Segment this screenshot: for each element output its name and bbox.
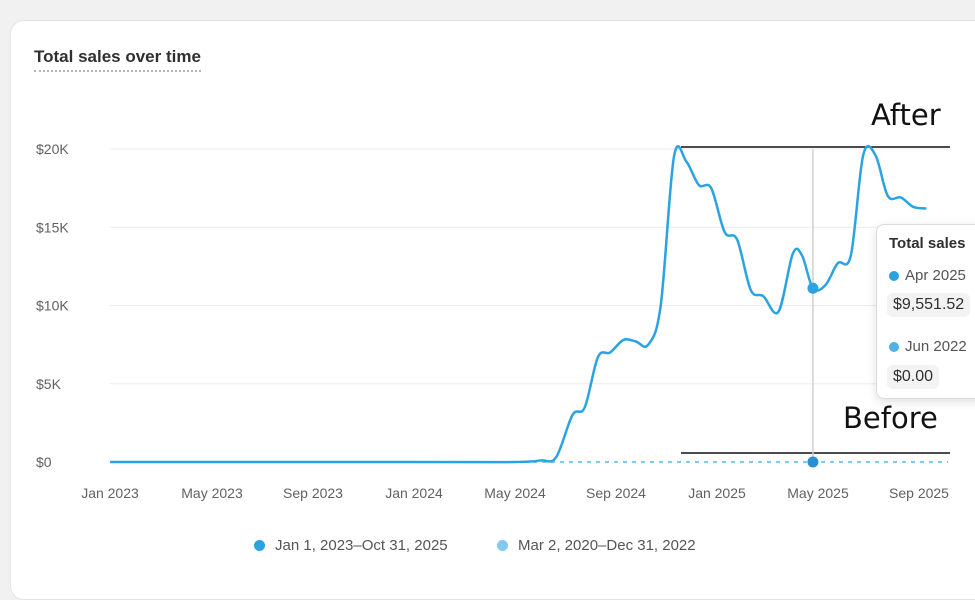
y-tick-label: $20K (36, 141, 69, 157)
legend-item-comparison[interactable]: Mar 2, 2020–Dec 31, 2022 (497, 537, 696, 554)
x-tick-label: Sep 2025 (889, 485, 949, 501)
x-tick-label: Sep 2023 (283, 485, 343, 501)
x-tick-label: Sep 2024 (586, 485, 646, 501)
chart-title[interactable]: Total sales over time (34, 47, 201, 72)
series-primary-dot-icon (889, 270, 899, 281)
hover-marker-primary (807, 282, 819, 294)
hover-marker-comparison (807, 456, 819, 468)
legend-comparison-label: Mar 2, 2020–Dec 31, 2022 (518, 537, 696, 554)
legend-item-primary[interactable]: Jan 1, 2023–Oct 31, 2025 (254, 537, 448, 554)
tooltip-row2-value: $0.00 (887, 365, 940, 389)
y-tick-label: $5K (36, 376, 62, 392)
tooltip-row-primary: Apr 2025 (889, 267, 966, 284)
x-tick-label: Jan 2024 (385, 485, 443, 501)
x-tick-label: Jan 2023 (81, 485, 139, 501)
tooltip-title: Total sales (889, 235, 966, 252)
series-comparison-dot-icon (889, 341, 899, 352)
tooltip-row-comparison: Jun 2022 (889, 338, 967, 355)
x-tick-label: May 2025 (787, 485, 849, 501)
after-annotation: After (871, 98, 941, 132)
before-annotation: Before (843, 401, 938, 435)
y-tick-label: $15K (36, 219, 69, 235)
legend-primary-dot-icon (254, 540, 265, 551)
tooltip-row1-value: $9,551.52 (887, 293, 971, 317)
x-tick-label: May 2023 (181, 485, 243, 501)
x-tick-label: May 2024 (484, 485, 546, 501)
y-tick-label: $10K (36, 298, 69, 314)
tooltip-row2-label: Jun 2022 (905, 338, 967, 355)
legend-comparison-dot-icon (497, 540, 508, 551)
legend-primary-label: Jan 1, 2023–Oct 31, 2025 (275, 537, 448, 554)
sales-chart-card (10, 20, 975, 600)
x-tick-label: Jan 2025 (688, 485, 746, 501)
tooltip-row1-label: Apr 2025 (905, 267, 966, 284)
line-chart[interactable]: $0 $5K $10K $15K $20K Jan 2023 May 2023 Sep 202… (0, 0, 975, 584)
chart-tooltip: Total sales Apr 2025 $9,551.52 Jun 2022 … (876, 224, 975, 399)
y-tick-label: $0 (36, 454, 52, 470)
series-primary-line (110, 144, 927, 464)
